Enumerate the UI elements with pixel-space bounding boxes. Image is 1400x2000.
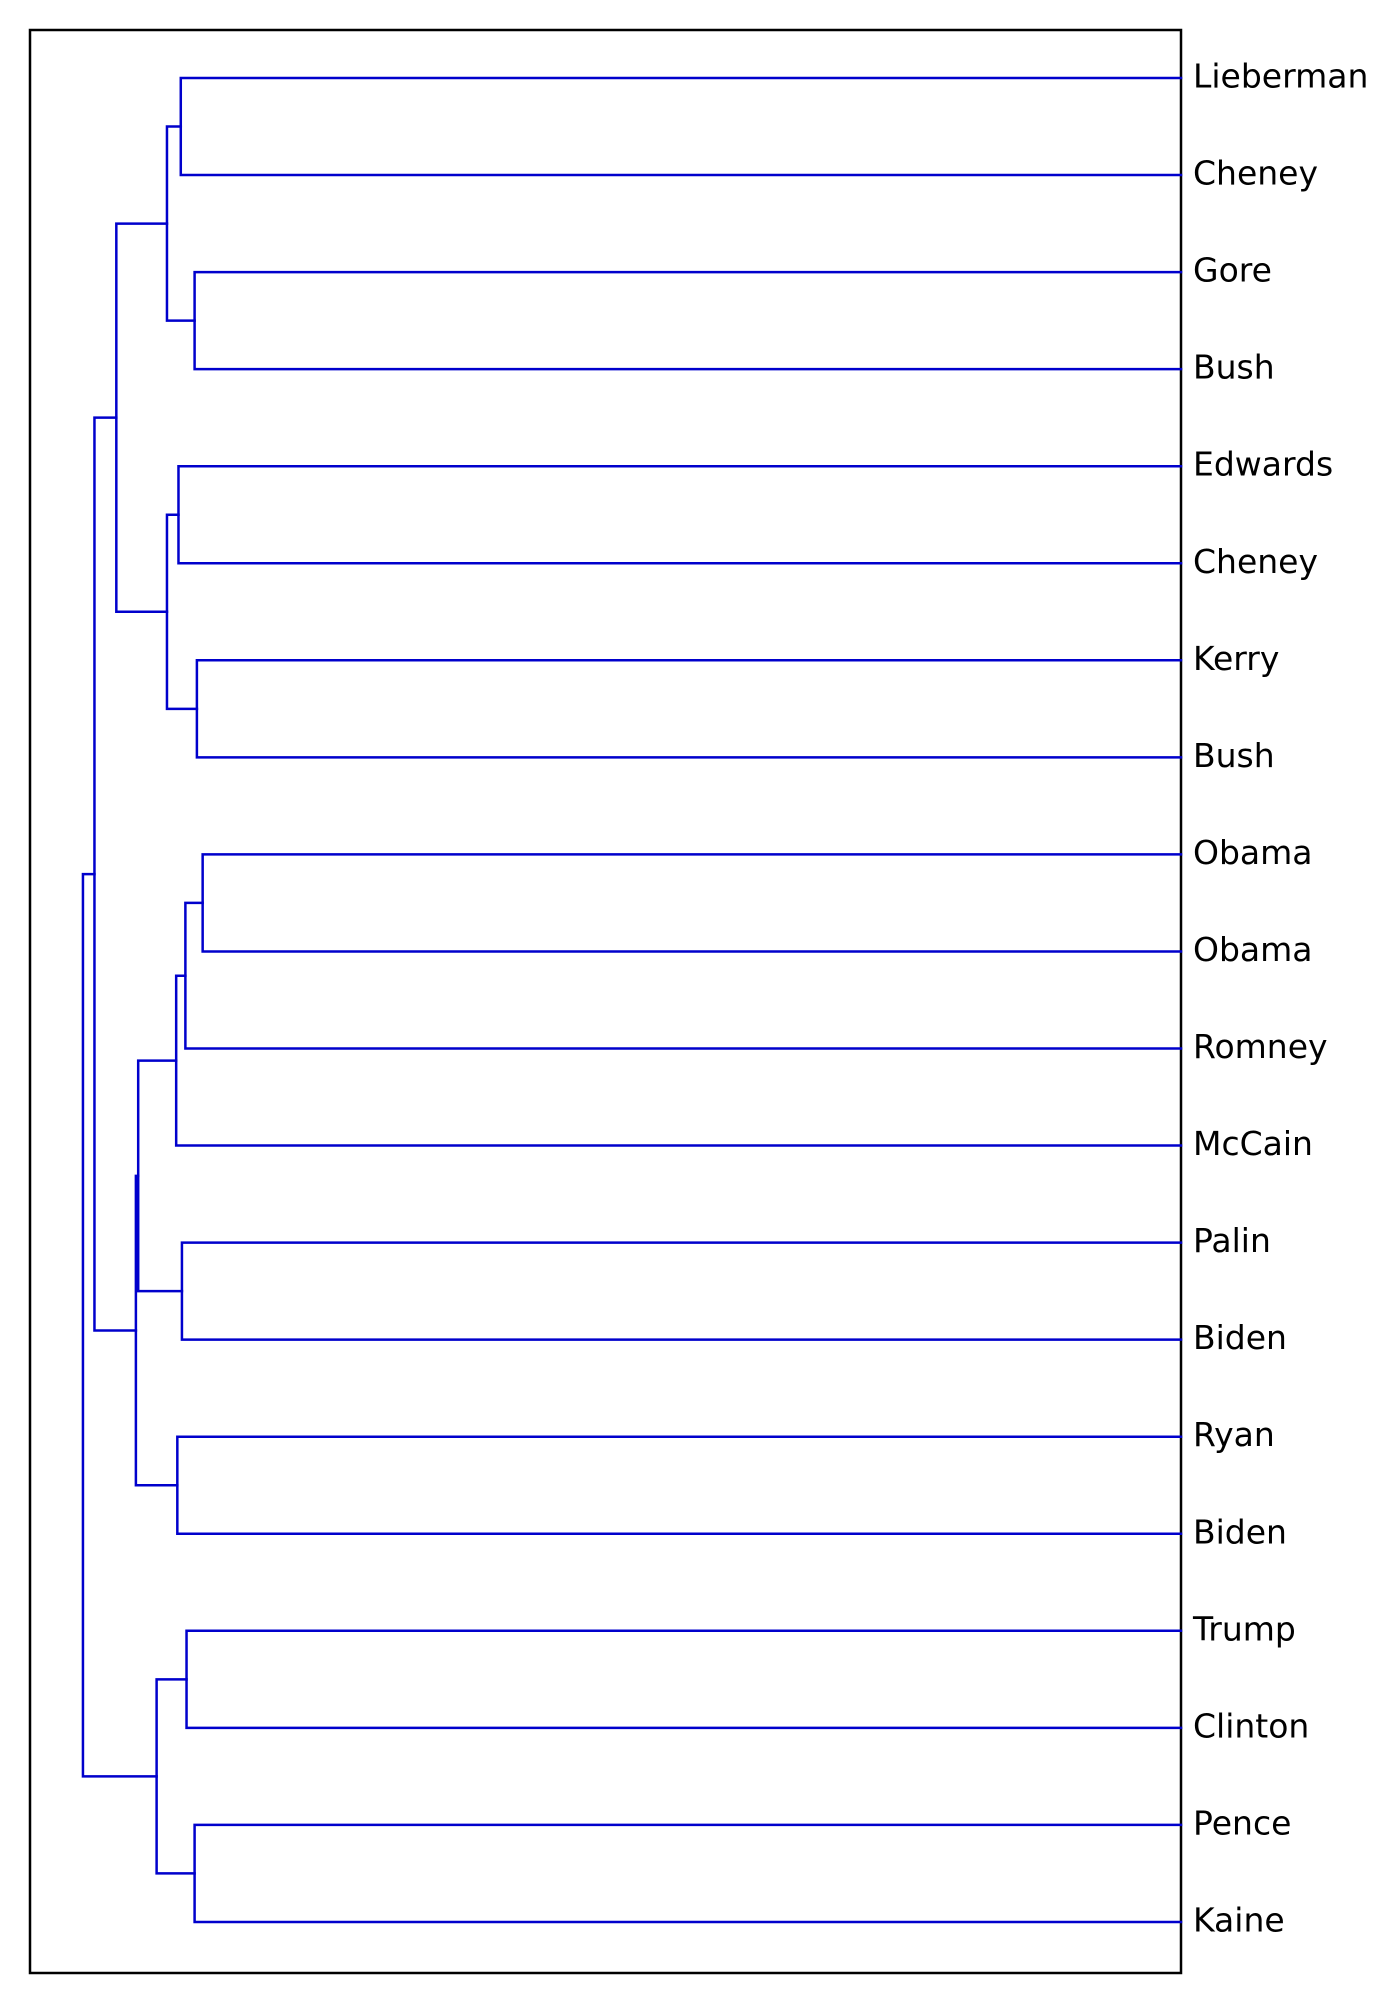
dendrogram-link: [115, 222, 169, 614]
leaf-label: Edwards: [1193, 445, 1333, 484]
leaf-label: Palin: [1193, 1221, 1271, 1260]
dendrogram-link: [134, 1174, 179, 1487]
leaf-label: Biden: [1193, 1318, 1287, 1357]
dendrogram-link: [185, 1629, 1183, 1730]
leaf-label: Obama: [1193, 833, 1313, 872]
dendrogram-link: [179, 76, 1183, 177]
dendrogram-link: [155, 1678, 196, 1875]
leaf-label: Pence: [1193, 1803, 1291, 1842]
leaf-label: Bush: [1193, 348, 1275, 387]
dendrogram-link: [81, 872, 158, 1778]
leaf-label: Biden: [1193, 1512, 1287, 1551]
dendrogram-link: [201, 853, 1183, 953]
dendrogram-link: [165, 513, 199, 711]
leaf-label: Kerry: [1193, 639, 1279, 678]
leaf-labels: Lieberman Cheney Gore Bush Edwards Cheney Kerr…: [1192, 57, 1368, 1940]
leaf-label: Bush: [1193, 736, 1275, 775]
leaf-label: Obama: [1193, 930, 1313, 969]
dendrogram-link: [195, 659, 1183, 759]
leaf-label: Clinton: [1193, 1706, 1309, 1745]
leaf-label: McCain: [1193, 1124, 1313, 1163]
dendrogram-link: [174, 974, 1183, 1147]
dendrogram-link: [176, 1435, 1183, 1535]
leaf-label: Cheney: [1193, 154, 1318, 193]
dendrogram-link: [180, 1241, 1183, 1341]
dendrogram-link: [177, 464, 1183, 565]
leaf-label: Ryan: [1193, 1415, 1275, 1454]
leaf-label: Trump: [1192, 1609, 1296, 1648]
dendrogram-link: [184, 901, 1183, 1050]
dendrogram-link: [193, 270, 1183, 371]
dendrogram-links: [81, 76, 1183, 1924]
leaf-label: Romney: [1193, 1027, 1328, 1066]
leaf-label: Gore: [1193, 251, 1272, 290]
leaf-label: Cheney: [1193, 542, 1318, 581]
leaf-label: Lieberman: [1193, 57, 1368, 96]
leaf-label: Kaine: [1193, 1900, 1285, 1939]
plot-frame: [28, 28, 1183, 1975]
dendrogram-link: [193, 1823, 1183, 1924]
